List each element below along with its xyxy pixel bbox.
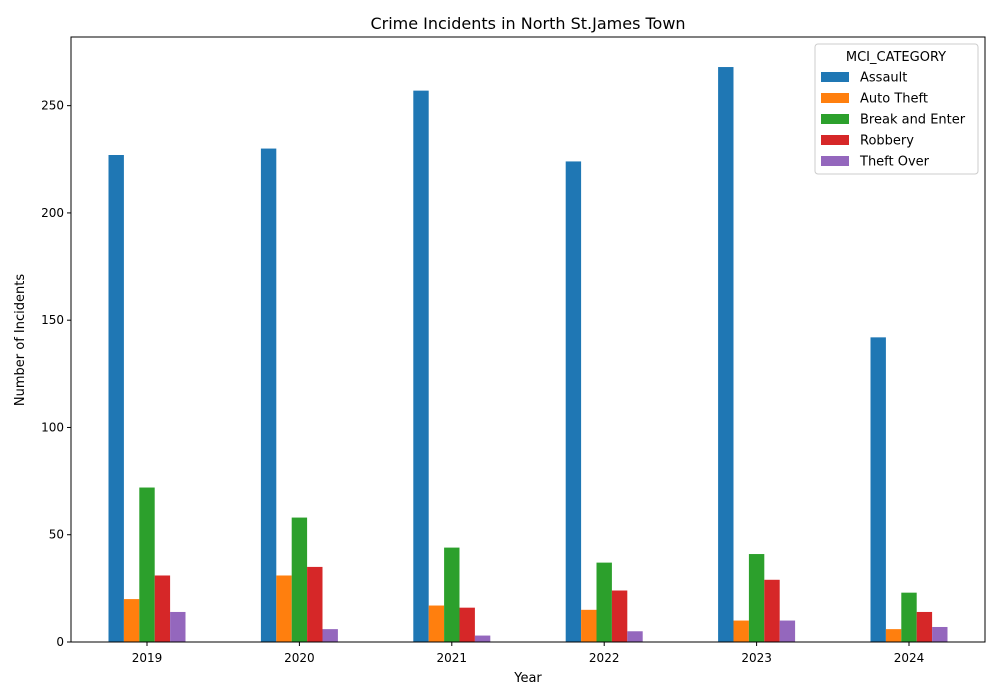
legend-frame bbox=[814, 43, 979, 175]
x-tick-label: 2021 bbox=[437, 651, 468, 665]
bar bbox=[916, 611, 933, 642]
bar bbox=[170, 611, 186, 642]
bar bbox=[108, 155, 124, 642]
bar bbox=[565, 161, 582, 642]
legend-entry: Assault bbox=[860, 71, 907, 86]
bar bbox=[627, 631, 643, 642]
legend-swatch bbox=[821, 156, 849, 166]
bar bbox=[154, 575, 171, 642]
legend-swatch bbox=[821, 72, 849, 82]
bar bbox=[322, 629, 338, 642]
legend: MCI_CATEGORY Assault Auto Theft Break and … bbox=[814, 43, 979, 175]
bar bbox=[139, 487, 155, 642]
bar bbox=[276, 575, 292, 642]
plot-area: 2019 2020 2021 2022 2023 2024 0 50 100 150 200 250 bbox=[41, 36, 986, 665]
bar bbox=[459, 607, 475, 642]
bar bbox=[718, 67, 734, 643]
bar bbox=[733, 620, 749, 642]
bar bbox=[123, 599, 140, 642]
y-tick-label: 200 bbox=[41, 206, 64, 220]
y-tick-label: 150 bbox=[41, 313, 64, 327]
y-tick-label: 250 bbox=[41, 99, 64, 113]
x-axis-label: Year bbox=[513, 671, 542, 686]
bar bbox=[870, 337, 886, 642]
chart-title: Crime Incidents in North St.James Town bbox=[370, 14, 685, 33]
bar bbox=[885, 629, 902, 642]
x-tick-label: 2020 bbox=[284, 651, 315, 665]
y-tick-label: 50 bbox=[49, 528, 64, 542]
bar bbox=[581, 609, 597, 642]
legend-title: MCI_CATEGORY bbox=[846, 50, 946, 65]
bar bbox=[779, 620, 796, 642]
legend-entry: Robbery bbox=[860, 134, 914, 149]
legend-swatch bbox=[821, 135, 849, 145]
bar bbox=[764, 579, 780, 642]
x-tick-label: 2024 bbox=[894, 651, 925, 665]
bar bbox=[474, 635, 491, 642]
x-tick-label: 2022 bbox=[589, 651, 620, 665]
bar bbox=[291, 517, 308, 642]
x-tick-label: 2023 bbox=[741, 651, 772, 665]
bar bbox=[444, 547, 460, 642]
bar bbox=[413, 90, 429, 642]
bar bbox=[611, 590, 628, 642]
y-tick-label: 100 bbox=[41, 420, 64, 434]
axes-frame bbox=[70, 36, 986, 643]
bar bbox=[596, 562, 612, 642]
legend-entry: Break and Enter bbox=[860, 113, 966, 128]
y-axis-label: Number of Incidents bbox=[13, 274, 28, 406]
bar bbox=[260, 148, 277, 642]
legend-swatch bbox=[821, 114, 849, 124]
y-tick-label: 0 bbox=[56, 635, 64, 649]
x-tick-label: 2019 bbox=[132, 651, 163, 665]
legend-entry: Theft Over bbox=[859, 155, 930, 170]
bar bbox=[428, 605, 445, 642]
bar bbox=[932, 626, 948, 642]
bar bbox=[307, 566, 323, 642]
legend-swatch bbox=[821, 93, 849, 103]
bar bbox=[901, 592, 917, 642]
legend-entry: Auto Theft bbox=[860, 92, 928, 107]
bar bbox=[748, 554, 765, 642]
